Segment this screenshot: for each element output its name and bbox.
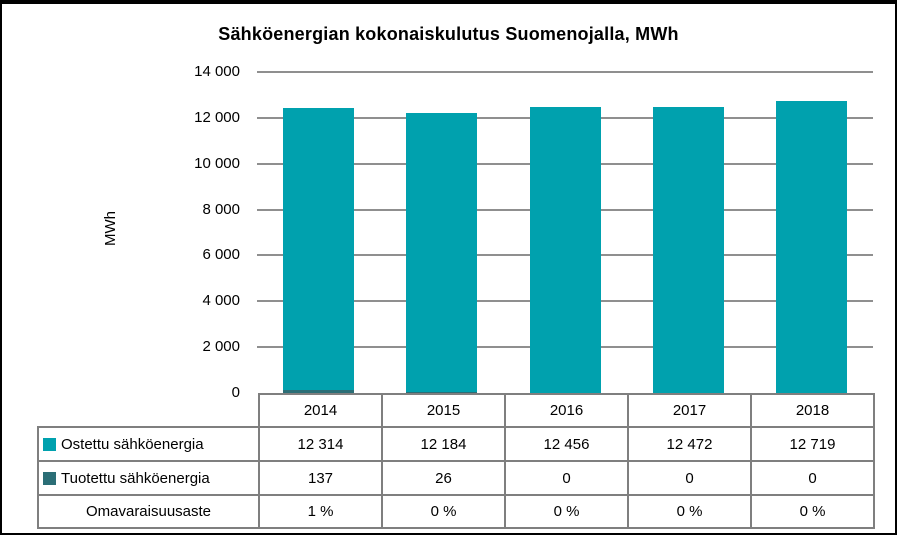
row-label-cell: Ostettu sähköenergia xyxy=(37,426,260,462)
table-cell-2016: 12 456 xyxy=(504,426,629,462)
table-row: Ostettu sähköenergia 12 314 12 184 12 456 12… xyxy=(37,426,875,462)
row-label-cell: Tuotettu sähköenergia xyxy=(37,460,260,496)
table-cell-2018: 0 xyxy=(750,460,875,496)
table-cell-2015: 0 % xyxy=(381,494,506,529)
plot-area xyxy=(257,71,873,393)
y-tick-label-6000: 6 000 xyxy=(202,246,240,264)
table-cell-2017: 0 % xyxy=(627,494,752,529)
y-tick-label-8000: 8 000 xyxy=(202,200,240,218)
table-cell-2017: 12 472 xyxy=(627,426,752,462)
bar-2018 xyxy=(775,72,847,393)
table-cell-2015: 12 184 xyxy=(381,426,506,462)
bar-segment-ostettu-2016 xyxy=(529,107,601,393)
legend-swatch xyxy=(43,471,56,485)
bar-segment-ostettu-2018 xyxy=(775,101,847,393)
y-tick-label-0: 0 xyxy=(231,384,240,401)
table-row: Tuotettu sähköenergia 137 26 0 0 0 xyxy=(37,460,875,496)
table-row: Omavaraisuusaste 1 % 0 % 0 % 0 % 0 % xyxy=(37,494,875,529)
bar-2017 xyxy=(652,72,724,393)
table-cell-2018: 12 719 xyxy=(750,426,875,462)
bar-segment-tuotettu-2015 xyxy=(406,392,478,393)
table-cell-2015: 26 xyxy=(381,460,506,496)
table-cell-2016: 0 % xyxy=(504,494,629,529)
y-tick-label-14000: 14 000 xyxy=(194,63,240,80)
bar-segment-tuotettu-2014 xyxy=(283,389,355,393)
year-header-cell-2014: 2014 xyxy=(258,393,383,428)
row-label: Omavaraisuusaste xyxy=(85,503,212,520)
table-cell-2014: 137 xyxy=(258,460,383,496)
row-label: Ostettu sähköenergia xyxy=(61,435,204,453)
bar-segment-ostettu-2014 xyxy=(283,107,355,390)
y-tick-label-2000: 2 000 xyxy=(202,338,240,356)
y-tick-label-12000: 12 000 xyxy=(194,108,240,126)
legend-swatch xyxy=(43,437,56,451)
table-cell-2016: 0 xyxy=(504,460,629,496)
y-tick-label-10000: 10 000 xyxy=(194,154,240,172)
year-header-cell-2017: 2017 xyxy=(627,393,752,428)
chart-title: Sähköenergian kokonaiskulutus Suomenojal… xyxy=(218,24,679,44)
bar-segment-ostettu-2017 xyxy=(652,107,724,393)
table-cell-2014: 12 314 xyxy=(258,426,383,462)
year-header-cell-2016: 2016 xyxy=(504,393,629,428)
year-header-cell-2015: 2015 xyxy=(381,393,506,428)
bar-2015 xyxy=(406,72,478,393)
bar-segment-ostettu-2015 xyxy=(406,113,478,393)
table-cell-2017: 0 xyxy=(627,460,752,496)
table-cell-2014: 1 % xyxy=(258,494,383,529)
table-cell-2018: 0 % xyxy=(750,494,875,529)
y-tick-label-4000: 4 000 xyxy=(202,292,240,310)
data-table: 2014 2015 2016 2017 2018 Ostettu sähköenergia… xyxy=(37,393,875,529)
row-label: Tuotettu sähköenergia xyxy=(61,469,210,487)
bar-2014 xyxy=(283,72,355,393)
y-axis-title: MWh xyxy=(101,210,119,246)
bar-2016 xyxy=(529,72,601,393)
gridline-14000 xyxy=(257,71,873,73)
table-corner-blank xyxy=(38,394,259,427)
year-header-cell-2018: 2018 xyxy=(750,393,875,428)
row-label-cell: Omavaraisuusaste xyxy=(37,494,260,529)
